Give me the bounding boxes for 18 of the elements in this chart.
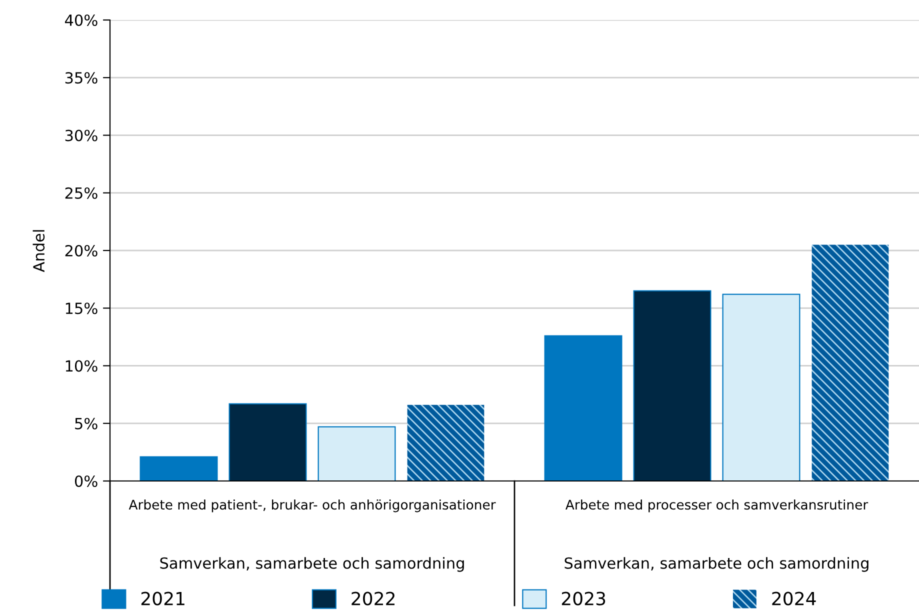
legend-label: 2023 <box>562 592 606 606</box>
y-tick-label: 10% <box>66 360 98 372</box>
legend-label: 2024 <box>772 592 816 606</box>
text: Samverkan, samarbete och samordning <box>160 557 464 572</box>
y-tick-label: 0% <box>74 475 98 488</box>
y-axis-title: Andel <box>32 230 45 272</box>
y-tick-label: 5% <box>75 418 98 430</box>
legend-label: 2022 <box>352 592 394 606</box>
legend-label: 2021 <box>141 592 184 606</box>
x-tick-label: Arbete med processer och samverkansrutiner <box>565 499 868 512</box>
x-tick-label: Arbete med patient-, brukar- och anhörigorganisationer <box>128 499 496 512</box>
y-tick-label: 25% <box>65 187 98 199</box>
text: Samverkan, samarbete och samordning <box>564 557 868 572</box>
y-tick-label: 35% <box>65 72 98 84</box>
y-tick-label: 20% <box>65 244 98 257</box>
y-tick-label: 40% <box>64 14 98 26</box>
y-tick-label: 15% <box>66 302 98 314</box>
y-tick-label: 30% <box>65 130 98 142</box>
